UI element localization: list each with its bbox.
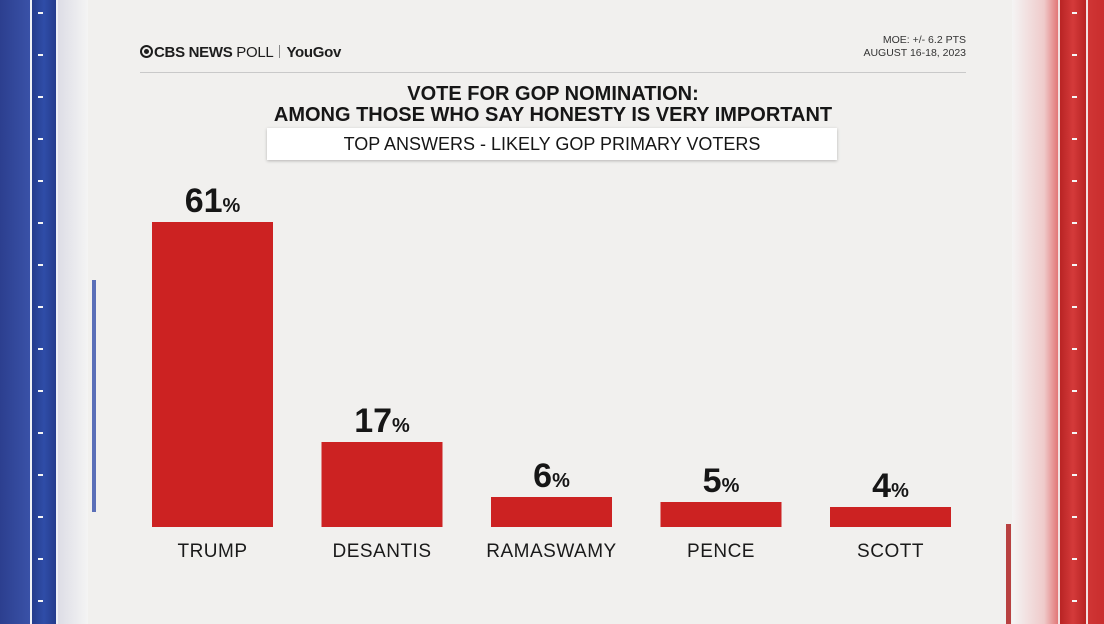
data-label-pence: 5% [703, 462, 740, 500]
flag-tick-mark [1072, 264, 1077, 266]
cbs-eye-icon [140, 45, 153, 58]
flag-tick-mark [1072, 306, 1077, 308]
category-label-pence: PENCE [687, 541, 755, 562]
logo-divider [279, 45, 281, 58]
flag-tick-mark [38, 138, 43, 140]
poll-meta: MOE: +/- 6.2 PTS AUGUST 16-18, 2023 [863, 34, 966, 60]
flag-tick-mark [38, 12, 43, 14]
cbs-yougov-logo: CBS NEWS POLL YouGov [140, 44, 341, 61]
left-flag-band [0, 0, 88, 624]
flag-tick-mark [38, 180, 43, 182]
data-label-desantis: 17% [354, 402, 410, 440]
logo-cbs-news: CBS NEWS [154, 44, 233, 61]
bar-pence [660, 502, 782, 527]
flag-tick-mark [38, 600, 43, 602]
flag-tick-mark [38, 54, 43, 56]
bar-desantis [321, 442, 443, 527]
bar-trump [152, 222, 273, 527]
flag-tick-mark [38, 96, 43, 98]
right-accent-line [1006, 524, 1011, 624]
left-flag-stripe [30, 0, 58, 624]
logo-poll: POLL [232, 44, 274, 61]
category-label-trump: TRUMP [177, 541, 247, 562]
flag-tick-mark [1072, 138, 1077, 140]
bar-scott [830, 507, 951, 527]
data-label-trump: 61% [185, 182, 241, 220]
poll-panel: CBS NEWS POLL YouGov MOE: +/- 6.2 PTS AUG… [100, 0, 1006, 624]
left-accent-line [92, 280, 96, 512]
flag-tick-mark [1072, 54, 1077, 56]
header-divider [140, 72, 966, 73]
category-label-ramaswamy: RAMASWAMY [486, 541, 616, 562]
flag-tick-mark [1072, 348, 1077, 350]
poll-dates: AUGUST 16-18, 2023 [863, 47, 966, 59]
right-flag-band [1012, 0, 1104, 624]
logo-yougov: YouGov [286, 44, 342, 61]
chart-subtitle: TOP ANSWERS - LIKELY GOP PRIMARY VOTERS [267, 128, 837, 160]
flag-tick-mark [38, 264, 43, 266]
margin-of-error: MOE: +/- 6.2 PTS [882, 34, 966, 46]
flag-tick-mark [1072, 180, 1077, 182]
data-label-ramaswamy: 6% [533, 457, 570, 495]
flag-tick-mark [38, 306, 43, 308]
flag-tick-mark [1072, 12, 1077, 14]
chart-title: VOTE FOR GOP NOMINATION: AMONG THOSE WHO… [100, 84, 1006, 126]
bar-ramaswamy [491, 497, 612, 527]
flag-tick-mark [38, 432, 43, 434]
flag-tick-mark [38, 558, 43, 560]
flag-tick-mark [1072, 96, 1077, 98]
category-label-desantis: DESANTIS [332, 541, 431, 562]
flag-tick-mark [38, 390, 43, 392]
right-flag-stripe [1058, 0, 1088, 624]
flag-tick-mark [38, 474, 43, 476]
category-label-scott: SCOTT [857, 541, 924, 562]
data-label-scott: 4% [872, 467, 909, 505]
chart-title-line-1: VOTE FOR GOP NOMINATION: [407, 83, 699, 105]
flag-tick-mark [1072, 558, 1077, 560]
flag-tick-mark [1072, 390, 1077, 392]
flag-tick-mark [1072, 222, 1077, 224]
flag-tick-mark [1072, 474, 1077, 476]
flag-tick-mark [1072, 432, 1077, 434]
flag-tick-mark [38, 516, 43, 518]
flag-tick-mark [1072, 600, 1077, 602]
chart-title-line-2: AMONG THOSE WHO SAY HONESTY IS VERY IMPO… [273, 104, 833, 126]
flag-tick-mark [38, 348, 43, 350]
flag-tick-mark [38, 222, 43, 224]
flag-tick-mark [1072, 516, 1077, 518]
